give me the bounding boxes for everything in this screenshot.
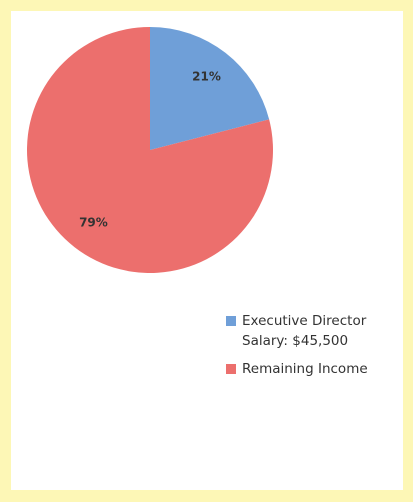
pie-slice bbox=[27, 27, 274, 273]
data-label: 21% bbox=[192, 70, 221, 84]
legend-swatch bbox=[226, 316, 236, 326]
legend: Executive Director Salary: $45,500 Remain… bbox=[226, 311, 396, 387]
legend-label: Remaining Income bbox=[242, 361, 368, 377]
legend-item: Remaining Income bbox=[226, 359, 396, 379]
legend-swatch bbox=[226, 364, 236, 374]
data-label: 79% bbox=[79, 215, 108, 229]
pie-slice bbox=[150, 27, 270, 150]
chart: 21% 79% bbox=[27, 27, 274, 273]
legend-label: Executive Director Salary: $45,500 bbox=[242, 313, 367, 349]
chart-area: 21% 79% Executive Director Salary: $45,50… bbox=[11, 11, 403, 490]
legend-item: Executive Director Salary: $45,500 bbox=[226, 311, 396, 351]
